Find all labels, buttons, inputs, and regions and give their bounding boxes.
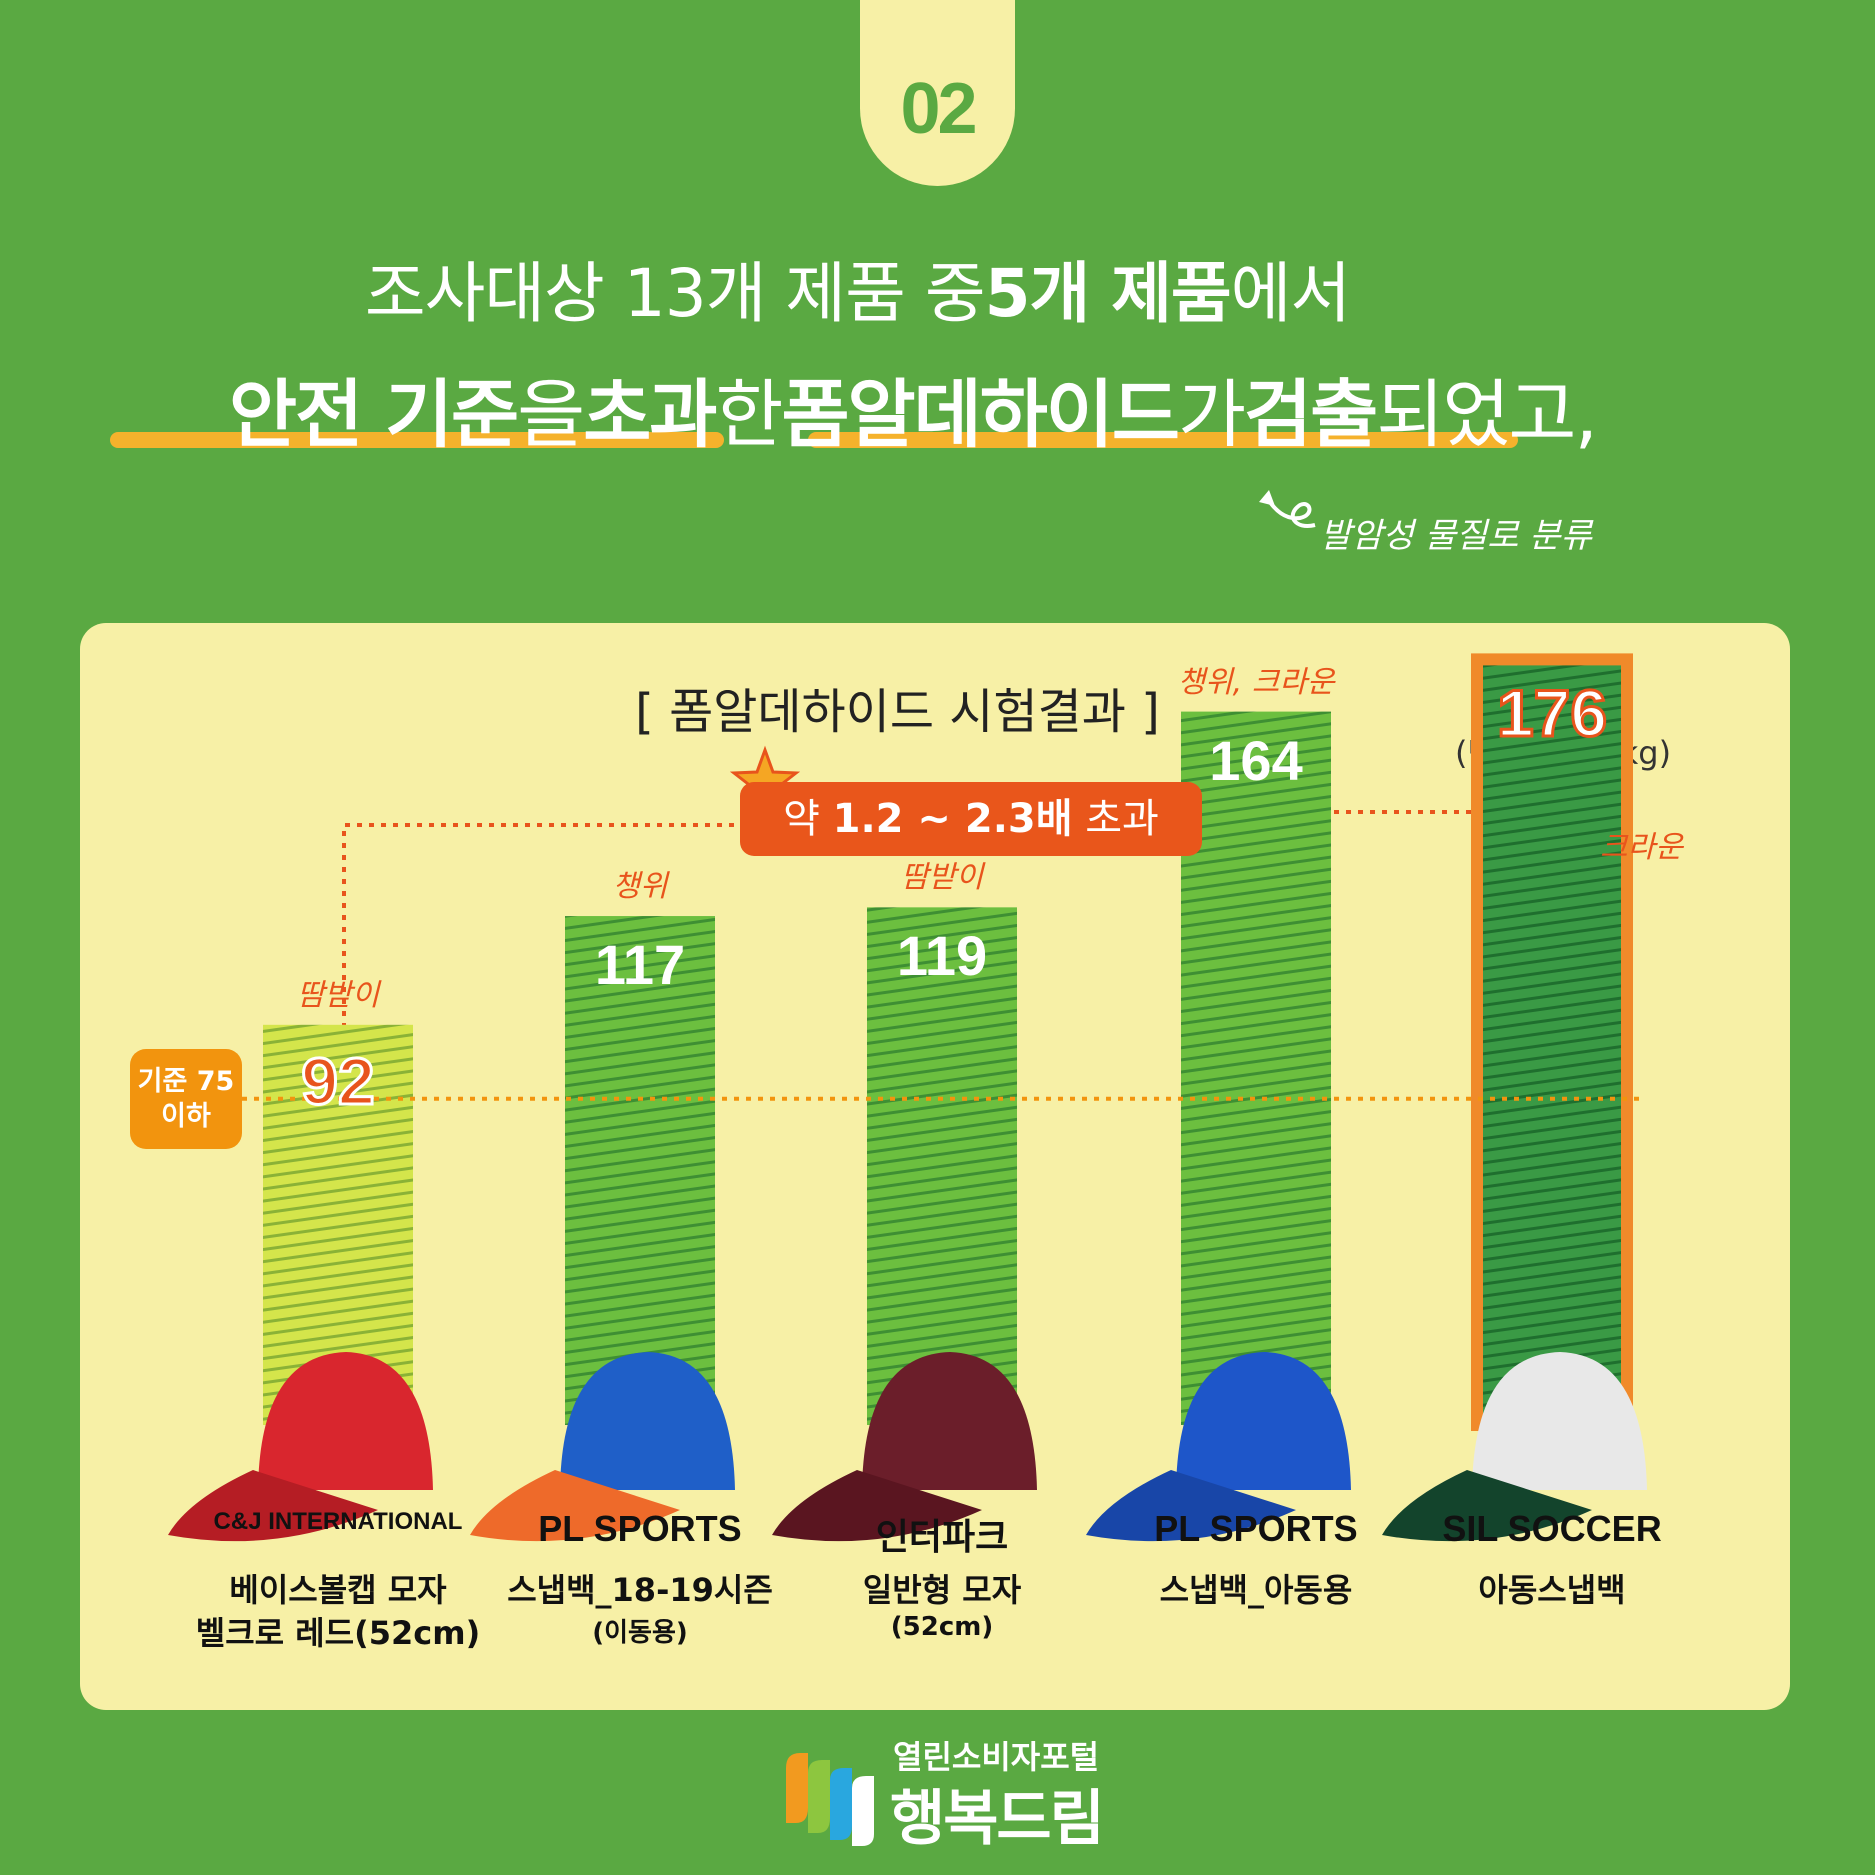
cap-image — [772, 1352, 1037, 1542]
product-sub-label: (52cm) — [890, 1612, 994, 1642]
brand-logo-text: PL SPORTS — [1154, 1508, 1358, 1549]
standard-label: 이하 — [161, 1100, 211, 1132]
section-number: 02 — [900, 69, 977, 149]
headline-emphasis: 폼알데하이드 — [781, 372, 1179, 458]
headline-part: 을 — [517, 372, 585, 458]
headline-part: 조사대상 13개 제품 중 — [364, 255, 986, 332]
bar-value-label: 92 — [300, 1042, 376, 1119]
footer-logo-text: 행복드림 — [890, 1784, 1105, 1854]
brand-logo-text: SIL SOCCER — [1442, 1508, 1662, 1549]
product-sub-label: (이동용) — [592, 1618, 688, 1648]
highlight-text: 약 — [783, 796, 833, 842]
product-name-label: 스냅백_아동용 — [1159, 1571, 1353, 1609]
underline-detected — [808, 432, 1518, 448]
measured-part-label: 챙위 — [612, 869, 668, 905]
logo-icon — [786, 1753, 874, 1846]
headline-part: 에서 — [1230, 255, 1351, 332]
measured-part-label: 챙위, 크라운 — [1177, 664, 1335, 700]
bar-4 — [1181, 711, 1331, 1425]
section-number-tab: 02 — [860, 0, 1015, 186]
standard-label: 기준 75 — [137, 1065, 235, 1097]
cap-image — [470, 1352, 735, 1542]
measured-part-label: 땀받이 — [900, 860, 984, 896]
headline-line-1: 조사대상 13개 제품 중 5개 제품에서 — [0, 240, 1875, 336]
curved-arrow-icon — [1259, 490, 1316, 528]
cap-image — [1086, 1352, 1351, 1542]
highlight-text: 초과 — [1072, 796, 1159, 842]
bar-3 — [867, 907, 1017, 1425]
headline-part: 한 — [715, 372, 783, 458]
footer-portal-name: 열린소비자포털 — [893, 1738, 1100, 1776]
headline-part: 가 — [1177, 372, 1246, 458]
bar-5 — [1471, 653, 1633, 1431]
chart-title: [ 폼알데하이드 시험결과 ] — [635, 684, 1160, 740]
bar-value-label: 176 — [1495, 675, 1608, 752]
headline-emphasis: 초과 — [583, 372, 717, 458]
product-name-label: 일반형 모자 — [862, 1571, 1022, 1609]
highlight-range: 1.2 ~ 2.3배 — [832, 796, 1073, 842]
headline-emphasis: 안전 기준 — [229, 372, 519, 458]
headline-line-2: 안전 기준을 초과한 폼알데하이드가 검출되었고, — [0, 355, 1875, 462]
underline-standard — [110, 432, 724, 448]
measured-part-label: 땀받이 — [296, 977, 380, 1013]
product-sub-label: 벨크로 레드(52cm) — [195, 1614, 481, 1652]
cap-image — [1382, 1352, 1647, 1542]
brand-logo-text: 인터파크 — [875, 1516, 1009, 1557]
headline-emphasis: 검출 — [1244, 372, 1378, 458]
product-name-label: 스냅백_18-19시즌 — [507, 1571, 773, 1609]
product-name-label: 베이스볼캡 모자 — [229, 1571, 447, 1609]
bar-value-label: 119 — [896, 924, 988, 988]
bar-2 — [565, 916, 715, 1425]
bar-value-label: 164 — [1209, 728, 1303, 792]
standard-badge: 기준 75 이하 — [130, 1048, 242, 1149]
product-name-label: 아동스냅백 — [1478, 1571, 1626, 1609]
headline-emphasis: 5개 제품 — [984, 255, 1232, 332]
brand-logo-text: PL SPORTS — [538, 1508, 742, 1549]
headline-part: 되었고, — [1376, 372, 1598, 458]
cap-image — [168, 1352, 433, 1542]
exceed-highlight-badge: 약 1.2 ~ 2.3배 초과 — [740, 782, 1202, 856]
bar-value-label: 117 — [594, 933, 686, 997]
measured-part-label: 크라운 — [1600, 830, 1683, 865]
handwritten-note: 발암성 물질로 분류 — [1320, 516, 1592, 556]
brand-logo-text: C&J INTERNATIONAL — [213, 1508, 463, 1535]
